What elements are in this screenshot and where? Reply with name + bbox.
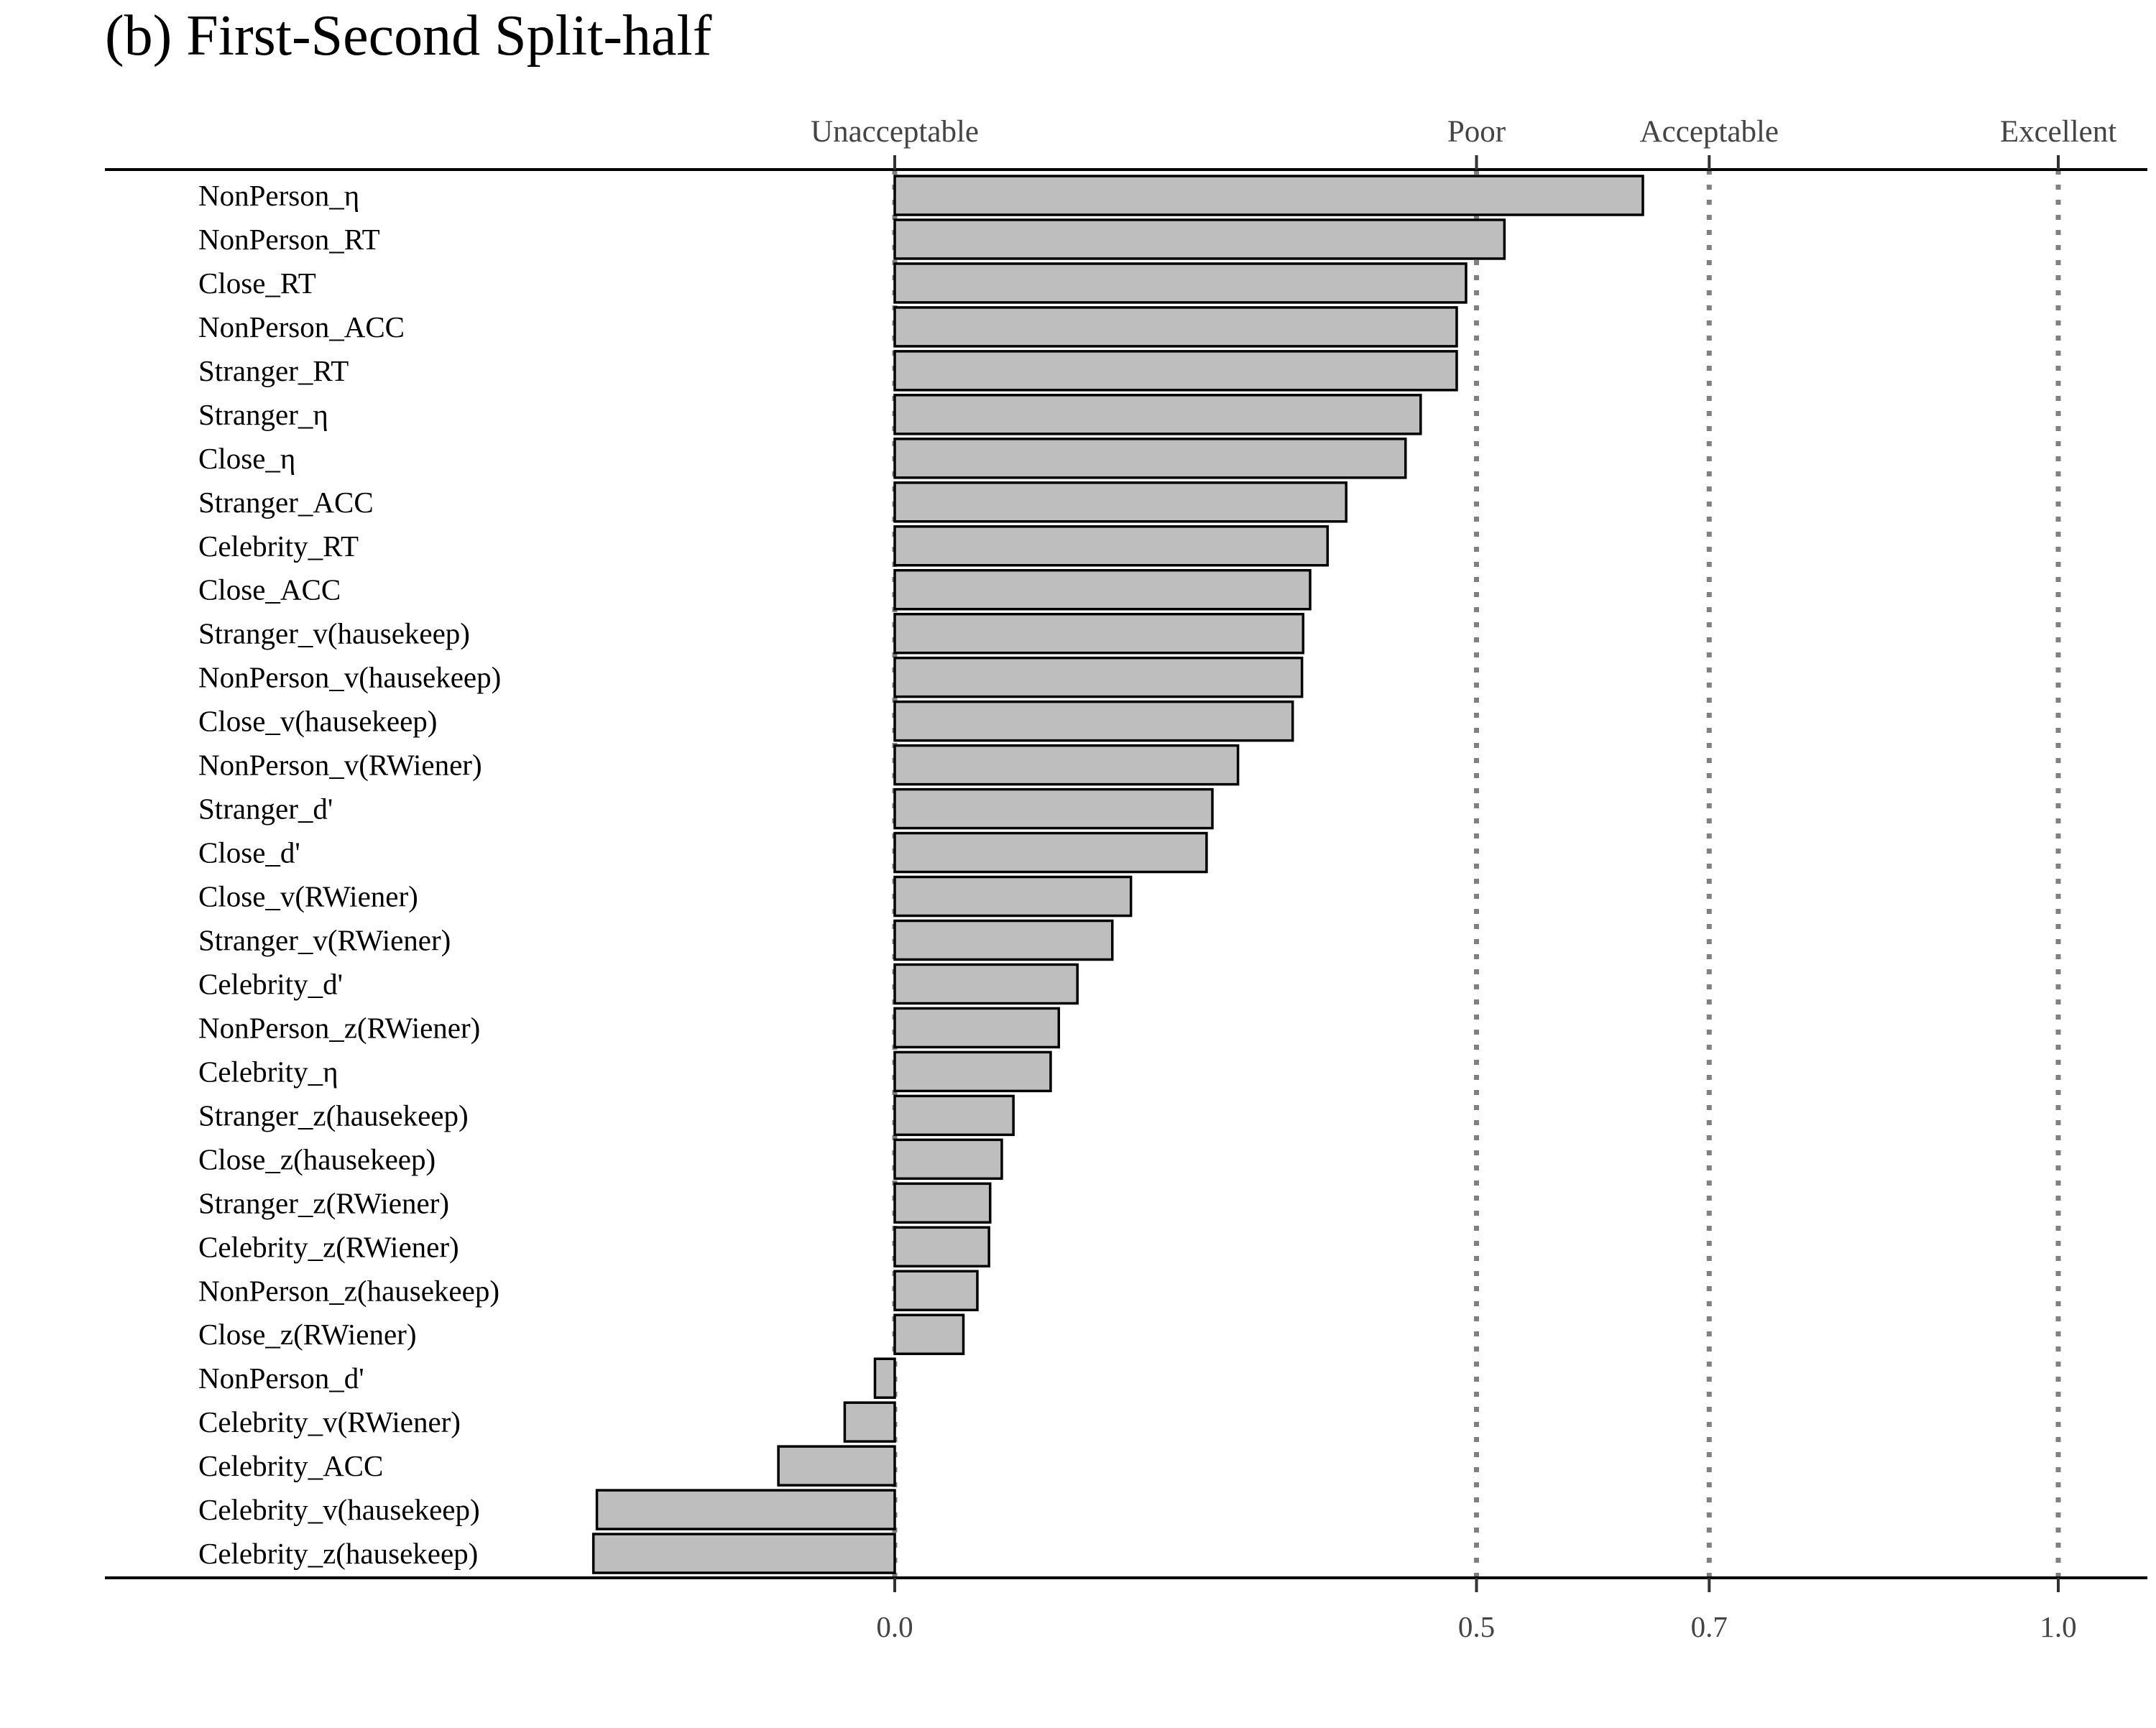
tick-label-1-0: 1.0 bbox=[2040, 1610, 2076, 1643]
row-label-nonperson: NonPerson_η bbox=[198, 179, 359, 212]
row-label-nonperson-v-hausekeep: NonPerson_v(hausekeep) bbox=[198, 661, 501, 694]
tick-label-0-5: 0.5 bbox=[1458, 1610, 1495, 1643]
row-label-close-v-rwiener: Close_v(RWiener) bbox=[198, 880, 418, 913]
bar-stranger-v-hausekeep bbox=[893, 612, 1305, 655]
tick-marks bbox=[893, 155, 2060, 1592]
row-label-celebrity-z-hausekeep: Celebrity_z(hausekeep) bbox=[198, 1537, 478, 1570]
bar-nonperson-v-rwiener bbox=[893, 744, 1240, 786]
bar-close-z-hausekeep bbox=[893, 1138, 1003, 1181]
row-label-close: Close_η bbox=[198, 442, 295, 475]
band-label-excellent: Excellent bbox=[2000, 115, 2116, 149]
bar-celebrity-v-rwiener bbox=[843, 1401, 896, 1443]
bar-nonperson-z-rwiener bbox=[893, 1007, 1061, 1049]
bar-close bbox=[893, 438, 1407, 479]
row-label-celebrity-v-hausekeep: Celebrity_v(hausekeep) bbox=[198, 1493, 480, 1526]
row-label-close-z-hausekeep: Close_z(hausekeep) bbox=[198, 1142, 436, 1175]
row-label-stranger-v-rwiener: Stranger_v(RWiener) bbox=[198, 923, 451, 956]
bar-stranger-acc bbox=[893, 481, 1348, 523]
bar-nonperson-z-hausekeep bbox=[893, 1270, 979, 1311]
band-label-poor: Poor bbox=[1447, 115, 1506, 149]
row-label-stranger-d: Stranger_d' bbox=[198, 793, 333, 826]
row-label-celebrity-z-rwiener: Celebrity_z(RWiener) bbox=[198, 1230, 459, 1263]
bar-celebrity-z-rwiener bbox=[893, 1226, 990, 1268]
row-label-celebrity-v-rwiener: Celebrity_v(RWiener) bbox=[198, 1405, 461, 1438]
chart-title: (b) First-Second Split-half bbox=[105, 4, 712, 68]
bar-celebrity-acc bbox=[777, 1445, 896, 1487]
row-label-nonperson-acc: NonPerson_ACC bbox=[198, 310, 405, 343]
bar-celebrity-rt bbox=[893, 525, 1330, 567]
bar-stranger bbox=[893, 394, 1422, 435]
bar-nonperson-v-hausekeep bbox=[893, 656, 1304, 698]
bar-celebrity bbox=[893, 1050, 1052, 1093]
bar-stranger-z-hausekeep bbox=[893, 1094, 1015, 1137]
row-label-stranger-rt: Stranger_RT bbox=[198, 354, 349, 387]
bar-nonperson-acc bbox=[893, 306, 1458, 348]
row-label-celebrity-acc: Celebrity_ACC bbox=[198, 1449, 383, 1482]
row-labels: NonPerson_η NonPerson_RT Close_RT NonPerson… bbox=[198, 179, 501, 1570]
bar-nonperson bbox=[893, 175, 1644, 216]
row-label-nonperson-z-rwiener: NonPerson_z(RWiener) bbox=[198, 1011, 480, 1044]
row-label-stranger-v-hausekeep: Stranger_v(hausekeep) bbox=[198, 617, 470, 650]
row-label-stranger-acc: Stranger_ACC bbox=[198, 486, 374, 519]
row-label-celebrity-rt: Celebrity_RT bbox=[198, 530, 359, 563]
bar-close-d bbox=[893, 831, 1208, 874]
row-label-stranger-z-rwiener: Stranger_z(RWiener) bbox=[198, 1186, 449, 1219]
row-label-nonperson-d: NonPerson_d' bbox=[198, 1362, 364, 1395]
row-label-nonperson-v-rwiener: NonPerson_v(RWiener) bbox=[198, 749, 482, 782]
row-label-close-rt: Close_RT bbox=[198, 267, 316, 300]
bars bbox=[591, 175, 1644, 1574]
bar-stranger-z-rwiener bbox=[893, 1182, 992, 1224]
reliability-band-labels: Unacceptable Poor Acceptable Excellent bbox=[811, 115, 2116, 149]
row-label-close-d: Close_d' bbox=[198, 836, 300, 869]
bar-close-acc bbox=[893, 568, 1312, 611]
bar-celebrity-z-hausekeep bbox=[591, 1533, 896, 1574]
row-label-celebrity-d: Celebrity_d' bbox=[198, 967, 343, 1000]
bar-close-v-rwiener bbox=[893, 875, 1133, 918]
row-label-nonperson-rt: NonPerson_RT bbox=[198, 223, 380, 256]
row-label-close-z-rwiener: Close_z(RWiener) bbox=[198, 1318, 416, 1351]
row-label-close-v-hausekeep: Close_v(hausekeep) bbox=[198, 705, 437, 738]
row-label-stranger: Stranger_η bbox=[198, 398, 328, 431]
band-label-acceptable: Acceptable bbox=[1640, 115, 1779, 149]
row-label-celebrity: Celebrity_η bbox=[198, 1055, 338, 1088]
bar-celebrity-v-hausekeep bbox=[595, 1489, 896, 1530]
tick-label-0-7: 0.7 bbox=[1691, 1610, 1728, 1643]
bar-stranger-rt bbox=[893, 350, 1458, 392]
row-label-nonperson-z-hausekeep: NonPerson_z(hausekeep) bbox=[198, 1274, 499, 1307]
bar-close-v-hausekeep bbox=[893, 700, 1294, 742]
bar-nonperson-rt bbox=[893, 218, 1506, 260]
tick-labels: 0.0 0.5 0.7 1.0 bbox=[876, 1610, 2076, 1643]
bar-stranger-d bbox=[893, 787, 1214, 830]
bar-nonperson-d bbox=[873, 1357, 896, 1399]
bar-close-z-rwiener bbox=[893, 1313, 965, 1355]
row-label-close-acc: Close_ACC bbox=[198, 573, 341, 606]
row-label-stranger-z-hausekeep: Stranger_z(hausekeep) bbox=[198, 1099, 469, 1132]
tick-label-0-0: 0.0 bbox=[876, 1610, 913, 1643]
bar-stranger-v-rwiener bbox=[893, 919, 1114, 961]
bar-close-rt bbox=[893, 262, 1468, 304]
band-label-unacceptable: Unacceptable bbox=[811, 115, 979, 149]
bar-celebrity-d bbox=[893, 963, 1079, 1005]
